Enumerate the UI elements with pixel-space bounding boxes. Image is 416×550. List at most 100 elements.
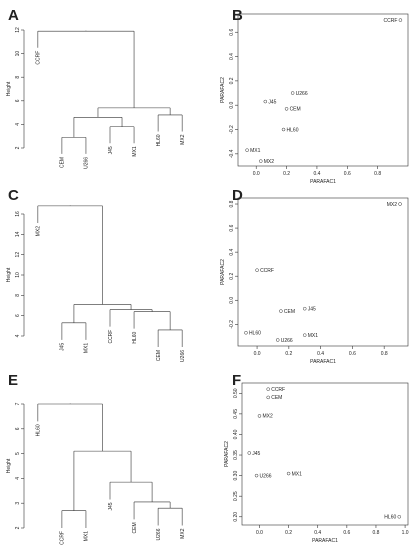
panel-letter: E: [8, 372, 18, 389]
scatter-b: B 0.0 0.2 0.4 0.6 0.8 PARAFAC1 -0.4 -0.2 0.0 0.2 0.…: [220, 7, 409, 185]
y-tick-label: 0.6: [229, 224, 235, 231]
point-label: MX1: [308, 333, 319, 339]
y-axis-label: PARAFAC2: [224, 441, 230, 467]
scatter-d: D 0.0 0.2 0.4 0.6 0.8 PARAFAC1 -0.2 0.0 0.2 0.4 0.6…: [220, 187, 409, 365]
point-label: CEM: [271, 395, 282, 401]
x-tick-label: 0.2: [283, 171, 290, 177]
point-label: HL60: [249, 331, 261, 337]
x-tick-label: 0.0: [254, 351, 261, 357]
y-tick-label: 0.35: [233, 450, 239, 460]
leaf-label: J45: [108, 502, 114, 510]
scatter-f: F 0.0 0.2 0.4 0.6 0.8 1.0 PARAFAC1 0.20 0.25 0.30 0…: [224, 372, 409, 544]
point-label: U266: [281, 338, 293, 344]
y-axis-label: Height: [6, 458, 12, 473]
data-point: [397, 515, 402, 519]
leaf-label: CEM: [132, 522, 138, 533]
y-tick-label: -0.4: [229, 149, 235, 158]
point-label: HL60: [384, 515, 396, 521]
data-point: [398, 18, 403, 22]
point-label: CEM: [290, 107, 301, 113]
plot-frame: [237, 197, 409, 347]
y-tick-label: 0.40: [233, 429, 239, 439]
data-point: [245, 148, 249, 152]
leaf-label: CEM: [156, 350, 162, 361]
x-tick-label: 1.0: [402, 530, 409, 536]
x-tick-label: 0.8: [381, 351, 388, 357]
y-tick-label: 0.8: [229, 200, 235, 207]
data-point: [275, 338, 280, 342]
data-point: [398, 202, 402, 206]
y-tick-label: 0.45: [233, 409, 239, 419]
y-tick-label: 12: [15, 27, 21, 33]
point-label: CCRF: [384, 18, 398, 24]
y-tick-label: -0.2: [229, 125, 235, 134]
y-tick-label: 0.2: [229, 77, 235, 84]
x-tick-label: 0.8: [372, 530, 379, 536]
x-tick-label: 0.2: [285, 530, 292, 536]
y-tick-label: 10: [15, 51, 21, 57]
dendrogram-e: E 2 3 4 5 6 7 Height HL60 CCRF MX1 J45 CEM U266 MX2: [6, 372, 186, 545]
point-label: J45: [268, 99, 276, 105]
y-tick-label: 12: [15, 252, 21, 258]
point-label: CCRF: [271, 387, 285, 393]
panel-letter: F: [232, 372, 241, 389]
x-tick-label: 0.8: [374, 171, 381, 177]
y-tick-label: 3: [15, 502, 21, 505]
y-tick-label: 7: [15, 402, 21, 405]
data-point: [290, 91, 295, 95]
y-tick-label: 0.0: [229, 297, 235, 304]
y-tick-label: 10: [15, 272, 21, 278]
leaf-label: CCRF: [108, 330, 114, 344]
leaf-label: MX1: [84, 343, 90, 354]
data-point: [244, 331, 248, 335]
leaf-label: HL60: [36, 424, 42, 436]
leaf-label: MX2: [180, 528, 186, 539]
leaf-label: CCRF: [60, 531, 66, 545]
y-tick-label: 5: [15, 452, 21, 455]
y-tick-label: 4: [15, 334, 21, 337]
plot-frame: [237, 13, 409, 167]
y-tick-label: 0.4: [229, 248, 235, 255]
x-axis-label: PARAFAC1: [310, 359, 336, 365]
y-tick-label: 0.0: [229, 102, 235, 109]
y-tick-label: 0.2: [229, 273, 235, 280]
y-tick-label: 4: [15, 477, 21, 480]
data-point: [254, 473, 259, 478]
point-label: U266: [260, 473, 272, 479]
point-label: U266: [296, 91, 308, 97]
y-tick-label: 0.6: [229, 29, 235, 36]
panel-letter: A: [8, 7, 19, 24]
y-tick-label: 2: [15, 146, 21, 149]
x-tick-label: 0.6: [343, 530, 350, 536]
x-tick-label: 0.0: [253, 171, 260, 177]
leaf-label: U266: [180, 350, 186, 362]
y-tick-label: 8: [15, 76, 21, 79]
y-tick-label: 6: [15, 427, 21, 430]
data-point: [247, 451, 252, 455]
leaf-label: MX1: [132, 146, 138, 157]
x-tick-label: 0.4: [313, 171, 320, 177]
y-tick-label: 0.4: [229, 53, 235, 60]
leaf-label: J45: [108, 146, 114, 154]
y-tick-label: 16: [15, 211, 21, 217]
point-label: MX2: [262, 414, 273, 420]
x-tick-label: 0.2: [285, 351, 292, 357]
leaf-label: J45: [60, 343, 66, 351]
point-label: MX2: [387, 202, 398, 208]
x-axis-label: PARAFAC1: [312, 538, 338, 544]
y-tick-label: 6: [15, 99, 21, 102]
x-tick-label: 0.4: [317, 351, 324, 357]
data-point: [266, 395, 270, 400]
data-point: [284, 107, 289, 111]
leaf-label: MX2: [36, 226, 42, 237]
data-point: [263, 99, 268, 104]
data-point: [259, 159, 263, 163]
leaf-label: MX1: [84, 531, 90, 542]
y-tick-label: 6: [15, 314, 21, 317]
y-axis-label: Height: [6, 267, 12, 282]
y-tick-label: 4: [15, 123, 21, 126]
leaf-label: U266: [156, 528, 162, 540]
data-point: [281, 127, 286, 132]
data-point: [286, 471, 291, 476]
